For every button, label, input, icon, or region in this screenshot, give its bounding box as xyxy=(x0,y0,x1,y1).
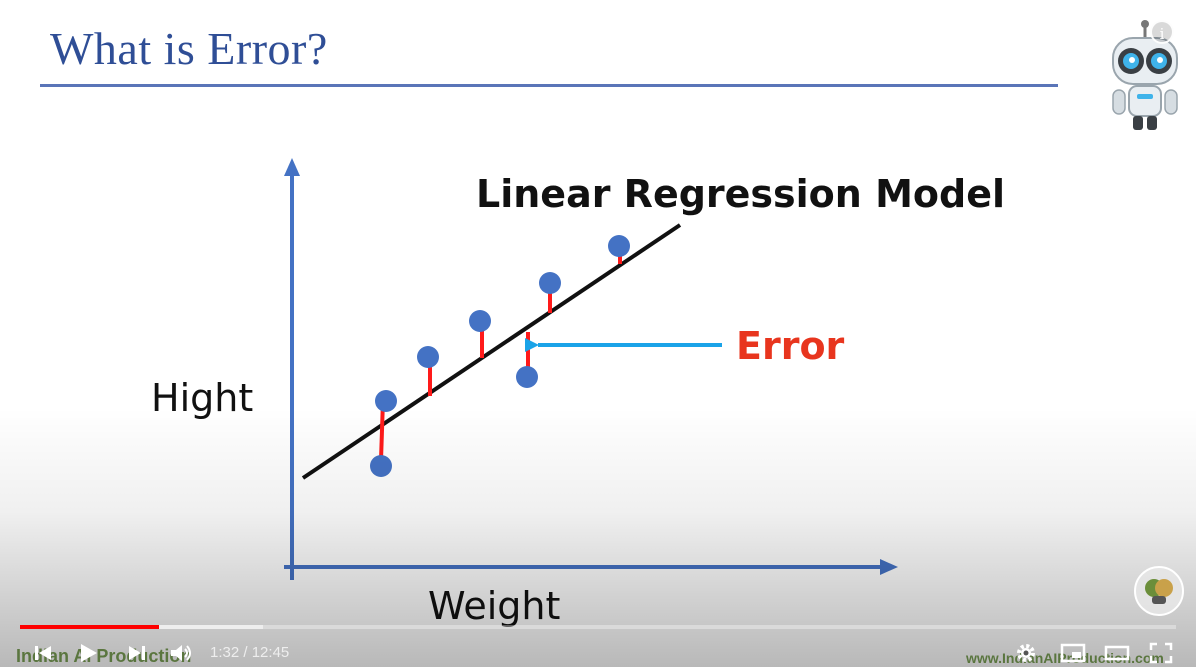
volume-icon xyxy=(171,645,191,661)
channel-watermark-right: www.IndianAIProduction.com xyxy=(966,650,1164,666)
miniplayer-button[interactable] xyxy=(1058,640,1088,666)
error-label: Error xyxy=(736,324,845,368)
skip-next-icon xyxy=(129,646,145,660)
data-point xyxy=(516,366,538,388)
player-controls: 1:32 / 12:45 xyxy=(0,634,1196,667)
progress-played xyxy=(20,625,159,629)
y-axis-label: Hight xyxy=(151,376,253,420)
skip-previous-icon xyxy=(35,646,51,660)
data-point xyxy=(608,235,630,257)
robot-mascot xyxy=(1112,20,1178,130)
diagram-title: Linear Regression Model xyxy=(476,172,1005,216)
theater-mode-icon xyxy=(1104,645,1130,661)
duration: 12:45 xyxy=(251,644,290,661)
progress-bar[interactable] xyxy=(20,625,1176,629)
x-axis-label: Weight xyxy=(428,584,560,628)
settings-button[interactable] xyxy=(1012,640,1040,666)
title-underline xyxy=(40,84,1058,87)
channel-watermark-logo[interactable] xyxy=(1134,566,1184,616)
mute-button[interactable] xyxy=(166,640,196,666)
data-point xyxy=(469,310,491,332)
current-time: 1:32 xyxy=(210,644,240,661)
y-axis-arrowhead xyxy=(284,158,300,176)
previous-button[interactable] xyxy=(30,640,56,666)
play-icon xyxy=(81,644,97,662)
theater-mode-button[interactable] xyxy=(1102,640,1132,666)
miniplayer-icon xyxy=(1060,643,1086,663)
gear-icon xyxy=(1017,644,1035,662)
info-icon[interactable]: i xyxy=(1150,20,1174,44)
fullscreen-icon xyxy=(1149,642,1173,664)
data-point xyxy=(375,390,397,412)
time-display: 1:32 / 12:45 xyxy=(210,644,289,661)
data-point xyxy=(370,455,392,477)
data-point xyxy=(539,272,561,294)
time-separator: / xyxy=(239,644,252,661)
slide-title: What is Error? xyxy=(50,23,328,74)
brain-logo-icon xyxy=(1145,579,1173,604)
regression-line xyxy=(301,223,682,480)
fullscreen-button[interactable] xyxy=(1146,640,1176,666)
x-axis-arrowhead xyxy=(880,559,898,575)
next-button[interactable] xyxy=(124,640,150,666)
data-point xyxy=(417,346,439,368)
play-button[interactable] xyxy=(74,640,102,666)
channel-watermark-left: Indian AI Production xyxy=(16,646,192,666)
